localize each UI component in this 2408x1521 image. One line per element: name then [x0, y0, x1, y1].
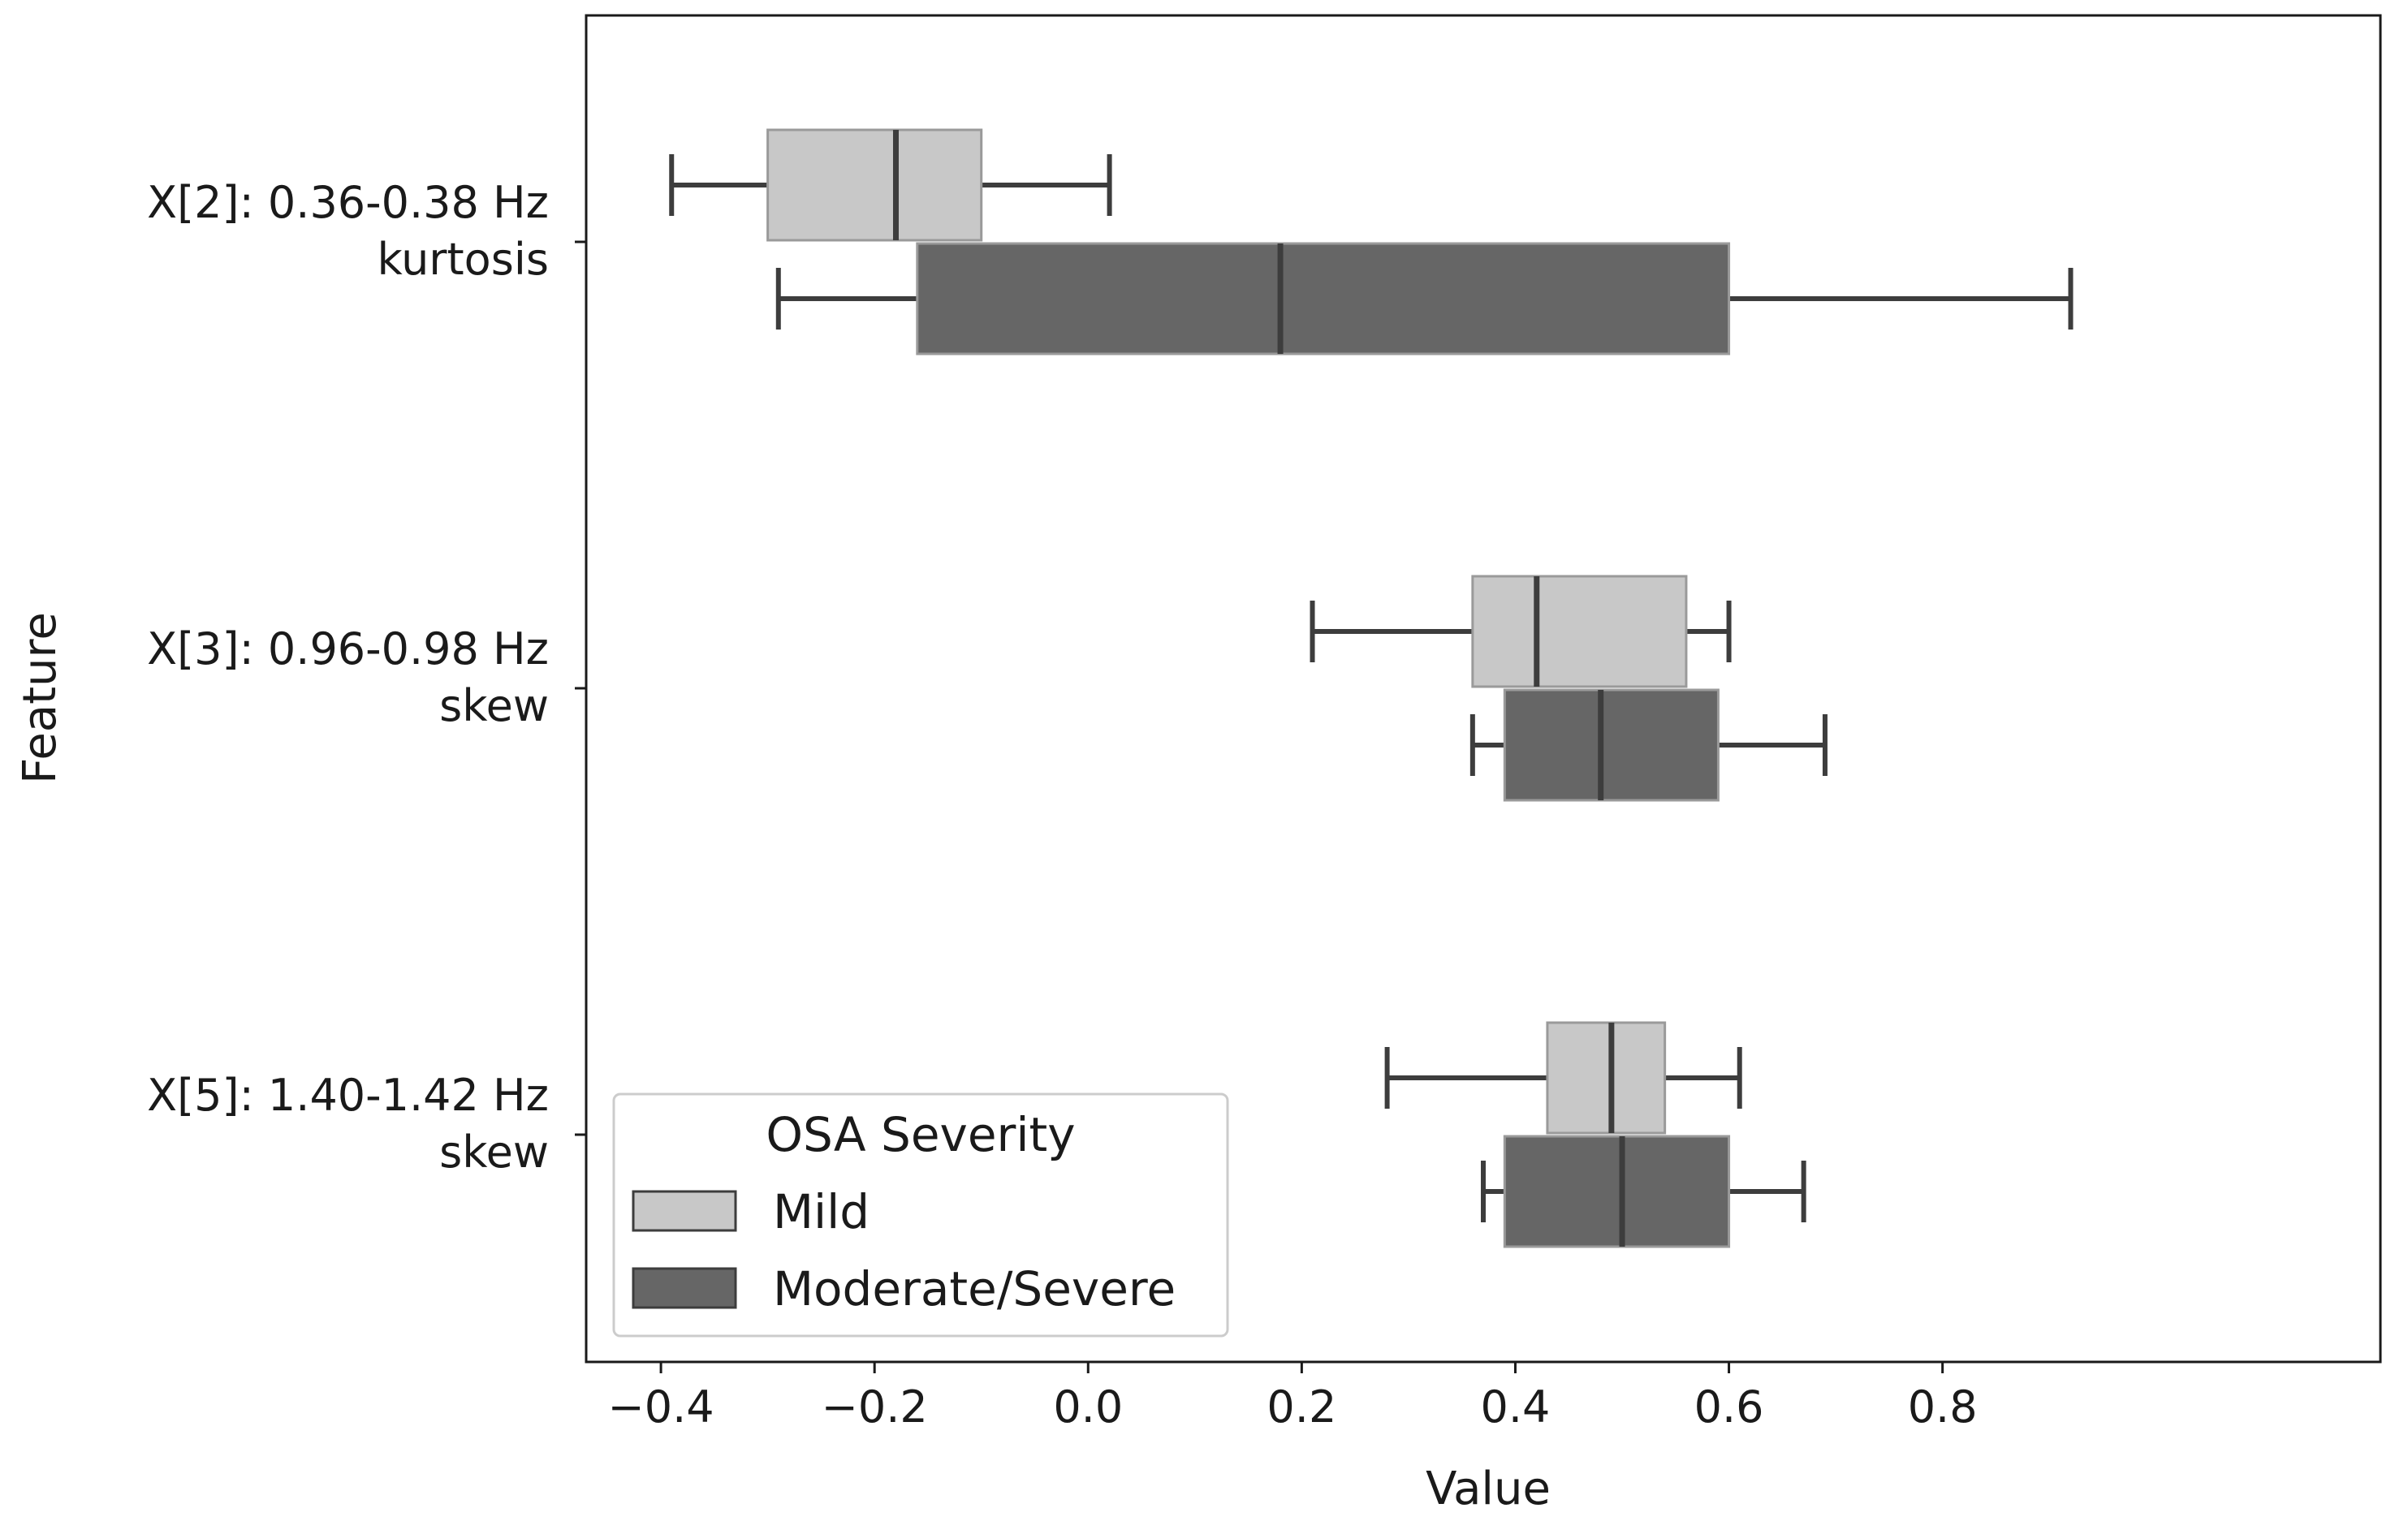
- y-tick-label-line1: X[5]: 1.40-1.42 Hz: [147, 1070, 549, 1121]
- legend: OSA Severity Mild Moderate/Severe: [612, 1092, 1229, 1338]
- box-group-moderate-severe-2: [1469, 688, 1828, 802]
- legend-swatch-moderate-severe: [632, 1267, 737, 1309]
- box-mild-1: [766, 128, 983, 242]
- x-axis-label: Value: [1426, 1463, 1551, 1515]
- x-tick-label: −0.4: [608, 1381, 714, 1433]
- legend-swatch-mild: [632, 1190, 737, 1232]
- y-tick-label-line2: skew: [439, 1127, 549, 1178]
- x-tick-label: 0.6: [1694, 1381, 1764, 1433]
- box-moderate-severe-1: [916, 242, 1731, 355]
- x-tick-label: 0.4: [1481, 1381, 1551, 1433]
- x-tick-label: −0.2: [822, 1381, 928, 1433]
- box-group-moderate-severe-3: [1481, 1135, 1806, 1248]
- y-axis-ticks: X[2]: 0.36-0.38 Hz kurtosis X[3]: 0.96-0.9…: [147, 177, 586, 1178]
- legend-label-moderate-severe: Moderate/Severe: [773, 1261, 1176, 1316]
- box-moderate-severe-3: [1503, 1135, 1731, 1248]
- x-axis-ticks: −0.4 −0.2 0.0 0.2 0.4 0.6 0.8: [608, 1362, 1978, 1433]
- legend-frame: [612, 1092, 1229, 1338]
- x-tick-label: 0.2: [1267, 1381, 1336, 1433]
- box-mild-2: [1471, 575, 1688, 688]
- y-tick-label-line1: X[2]: 0.36-0.38 Hz: [147, 177, 549, 228]
- box-moderate-severe-2: [1503, 688, 1720, 802]
- boxes-layer: [669, 128, 2074, 1248]
- box-group-moderate-severe-1: [775, 242, 2074, 355]
- box-group-mild-3: [1384, 1021, 1742, 1135]
- box-group-mild-2: [1310, 575, 1732, 688]
- y-axis-label: Feature: [14, 612, 67, 784]
- x-tick-label: 0.8: [1908, 1381, 1978, 1433]
- y-tick-label-line1: X[3]: 0.96-0.98 Hz: [147, 623, 549, 674]
- legend-label-mild: Mild: [773, 1184, 870, 1239]
- legend-title: OSA Severity: [766, 1107, 1075, 1162]
- box-group-mild-1: [669, 128, 1112, 242]
- y-tick-label-line2: kurtosis: [377, 234, 549, 285]
- y-tick-label-line2: skew: [439, 680, 549, 731]
- box-mild-3: [1546, 1021, 1667, 1135]
- x-tick-label: 0.0: [1053, 1381, 1123, 1433]
